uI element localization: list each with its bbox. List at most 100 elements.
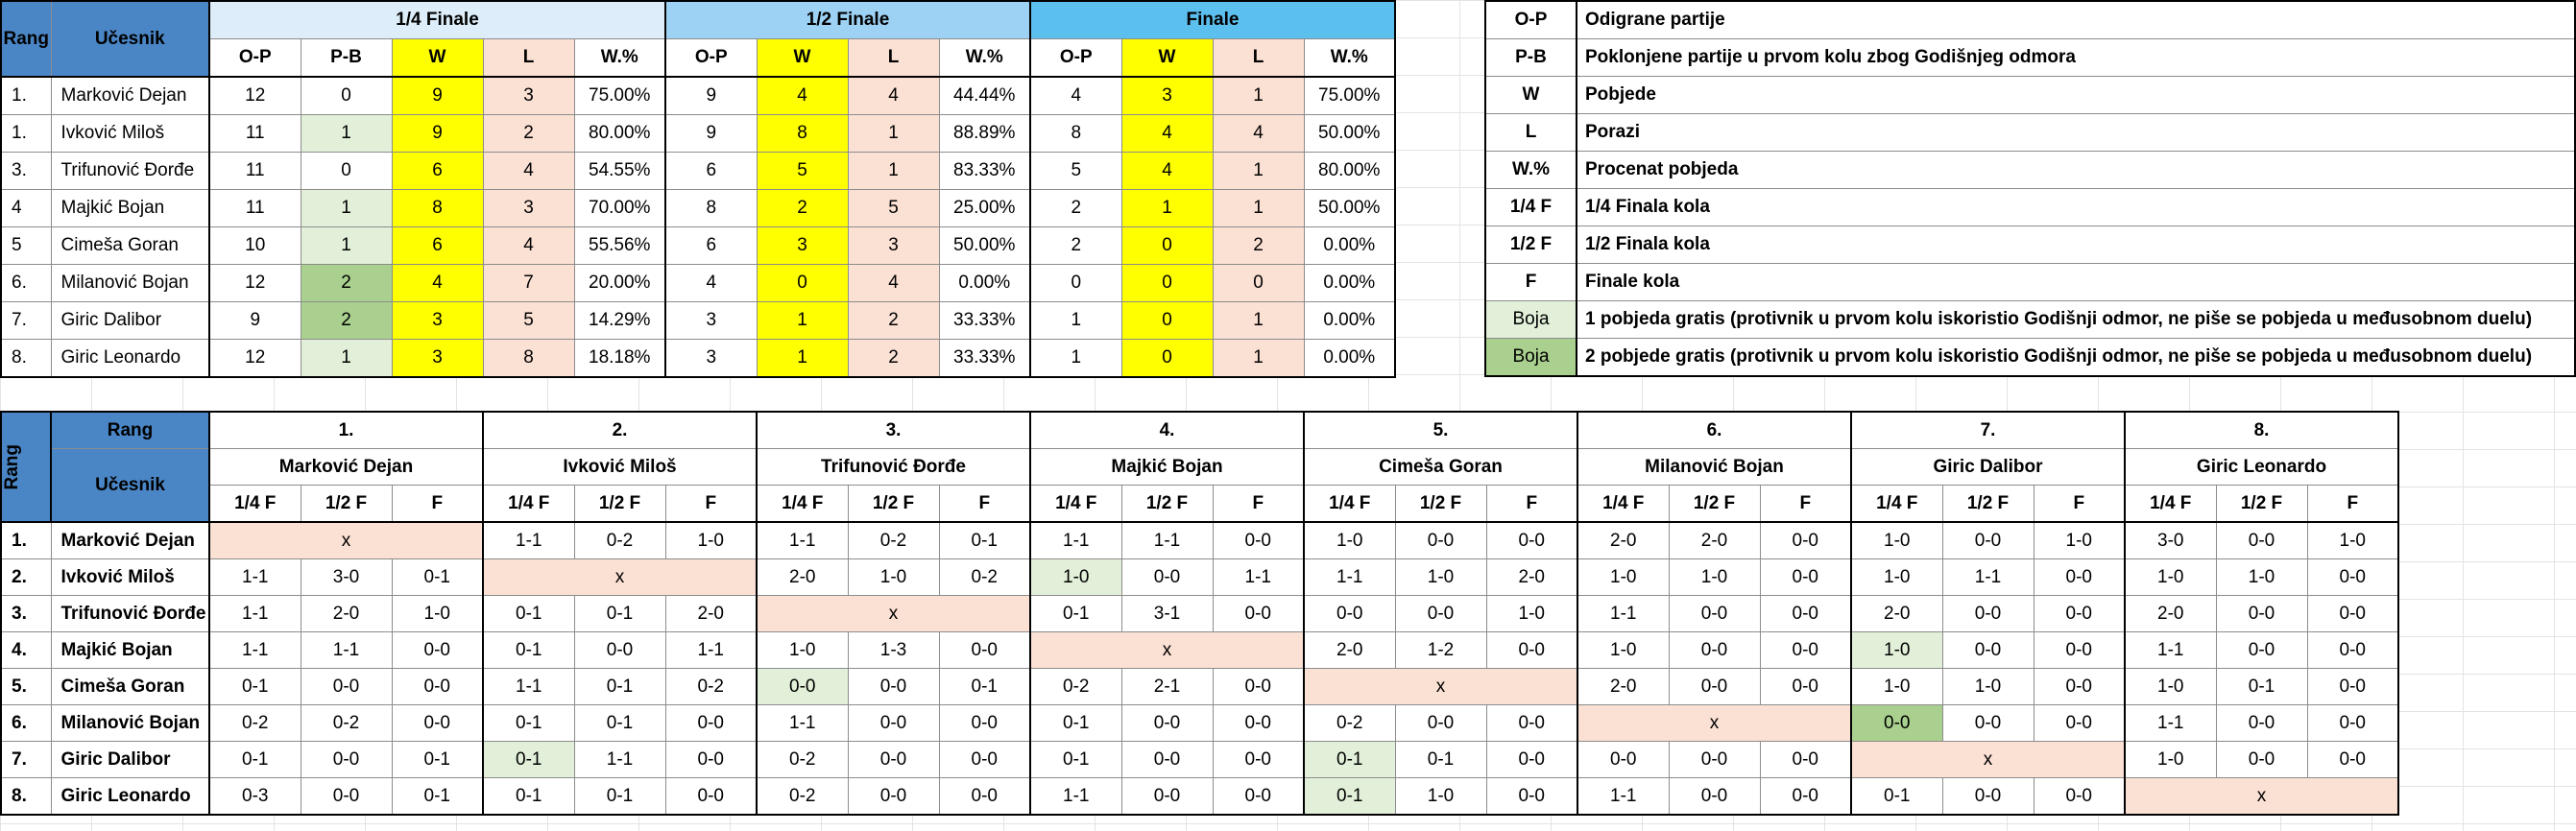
score-cell: 0-0: [2215, 631, 2308, 669]
participant-name: Ivković Miloš: [50, 114, 210, 153]
semifinal-cell: 9: [664, 76, 758, 115]
score-cell: 0-0: [2306, 631, 2399, 669]
score-cell: 0-0: [1212, 668, 1305, 705]
score-cell: 0-0: [1120, 741, 1214, 778]
score-cell: 1-0: [391, 595, 484, 632]
score-cell: 1-0: [1485, 595, 1578, 632]
round-label: 1/4 F: [482, 485, 575, 523]
score-cell: 0-0: [1941, 631, 2034, 669]
score-cell: 0-0: [2033, 668, 2126, 705]
score-cell: 0-0: [756, 668, 849, 705]
semifinal-cell: 3: [664, 339, 758, 378]
score-cell: 1-1: [208, 558, 301, 596]
score-cell: 0-0: [1759, 668, 1852, 705]
rank-cell: 7.: [0, 301, 52, 340]
final-cell: 4: [1029, 76, 1122, 115]
table-row: 4. Majkić Bojan 1-1 1-1 0-0 0-1 0-0 1-1 1-0 1-3 0-…: [0, 631, 2399, 669]
round-label: 1/4 F: [1029, 485, 1122, 523]
legend-row: Boja 1 pobjeda gratis (protivnik u prvom …: [1484, 300, 2576, 339]
legend-value: 2 pobjede gratis (protivnik u prvom kolu…: [1576, 338, 2576, 377]
legend-value: Poklonjene partije u prvom kolu zbog God…: [1576, 38, 2576, 77]
rank-cell: 3.: [0, 152, 52, 190]
score-cell: 1-3: [847, 631, 940, 669]
quarterfinal-cell: 11: [208, 114, 301, 153]
score-cell: 0-0: [1212, 777, 1305, 816]
score-cell: 0-0: [2215, 595, 2308, 632]
final-cell: 4: [1120, 114, 1214, 153]
score-cell: 0-1: [573, 595, 666, 632]
semifinal-cell: 83.33%: [938, 152, 1031, 190]
score-cell: 0-0: [1759, 741, 1852, 778]
score-cell: 2-1: [1120, 668, 1214, 705]
final-cell: 75.00%: [1303, 76, 1396, 115]
column-header: L: [847, 38, 940, 78]
score-cell: 0-0: [1212, 704, 1305, 742]
semifinal-cell: 5: [756, 152, 849, 190]
semifinal-cell: 8: [756, 114, 849, 153]
score-cell: 1-0: [1941, 668, 2034, 705]
legend-row: O-P Odigrane partije: [1484, 0, 2576, 39]
semifinal-cell: 1: [756, 301, 849, 340]
semifinal-cell: 88.89%: [938, 114, 1031, 153]
legend-key: W: [1484, 76, 1577, 114]
score-cell: 2-0: [1850, 595, 1943, 632]
semifinal-cell: 3: [756, 226, 849, 265]
round-label: 1/4 F: [1303, 485, 1396, 523]
rank-side-label: Rang: [2, 443, 22, 490]
score-cell: 0-1: [938, 668, 1031, 705]
score-cell: 1-1: [1212, 558, 1305, 596]
rank-cell: 6.: [0, 704, 52, 742]
score-cell: 1-0: [1394, 558, 1487, 596]
score-cell: 0-0: [1485, 631, 1578, 669]
quarterfinal-cell: 18.18%: [573, 339, 666, 378]
legend-key: Boja: [1484, 300, 1577, 339]
rank-cell: 7.: [0, 741, 52, 778]
opponent-rank: 8.: [2124, 411, 2399, 449]
round-label: 1/2 F: [1394, 485, 1487, 523]
score-cell: 0-1: [2215, 668, 2308, 705]
score-cell: 0-2: [847, 521, 940, 559]
final-cell: 0: [1120, 301, 1214, 340]
semifinal-cell: 4: [756, 76, 849, 115]
score-cell: 1-0: [2124, 741, 2217, 778]
score-cell: 0-0: [938, 777, 1031, 816]
score-cell: 1-0: [1668, 558, 1761, 596]
score-cell: 0-1: [1029, 741, 1122, 778]
score-cell: 0-0: [938, 704, 1031, 742]
round-label: F: [1485, 485, 1578, 523]
quarterfinal-cell: 2: [300, 301, 393, 340]
score-cell: 1-0: [756, 631, 849, 669]
legend-value: Pobjede: [1576, 76, 2576, 114]
semifinal-cell: 0.00%: [938, 264, 1031, 302]
rank-cell: 1.: [0, 76, 52, 115]
column-header: W: [391, 38, 484, 78]
table-row: 3. Trifunović Đorđe 11 0 6 4 54.55% 6 5 1 83.33% 5 4…: [0, 152, 1396, 190]
self-cell: x: [756, 595, 1031, 632]
score-cell: 0-0: [1850, 704, 1943, 742]
quarterfinal-cell: 70.00%: [573, 189, 666, 227]
participant-header: Učesnik: [50, 0, 210, 78]
score-cell: 0-1: [482, 741, 575, 778]
opponent-name: Marković Dejan: [208, 448, 484, 486]
semifinal-cell: 0: [756, 264, 849, 302]
final-cell: 80.00%: [1303, 152, 1396, 190]
semifinal-cell: 4: [664, 264, 758, 302]
score-cell: 1-0: [2215, 558, 2308, 596]
legend-value: 1/4 Finala kola: [1576, 188, 2576, 226]
column-header: O-P: [1029, 38, 1122, 78]
opponent-rank: 2.: [482, 411, 758, 449]
table-row: 5. Cimeša Goran 0-1 0-0 0-0 1-1 0-1 0-2 0-0 0-0 0-…: [0, 668, 2399, 705]
round-label: F: [2033, 485, 2126, 523]
semifinal-cell: 2: [847, 301, 940, 340]
final-cell: 0: [1120, 339, 1214, 378]
final-cell: 0: [1120, 226, 1214, 265]
legend-row: P-B Poklonjene partije u prvom kolu zbog …: [1484, 38, 2576, 77]
score-cell: 0-0: [1394, 521, 1487, 559]
round-label: F: [391, 485, 484, 523]
final-cell: 3: [1120, 76, 1214, 115]
score-cell: 0-0: [1485, 704, 1578, 742]
quarterfinal-cell: 6: [391, 152, 484, 190]
opponent-name: Trifunović Đorđe: [756, 448, 1031, 486]
quarterfinal-cell: 11: [208, 152, 301, 190]
quarterfinal-cell: 54.55%: [573, 152, 666, 190]
